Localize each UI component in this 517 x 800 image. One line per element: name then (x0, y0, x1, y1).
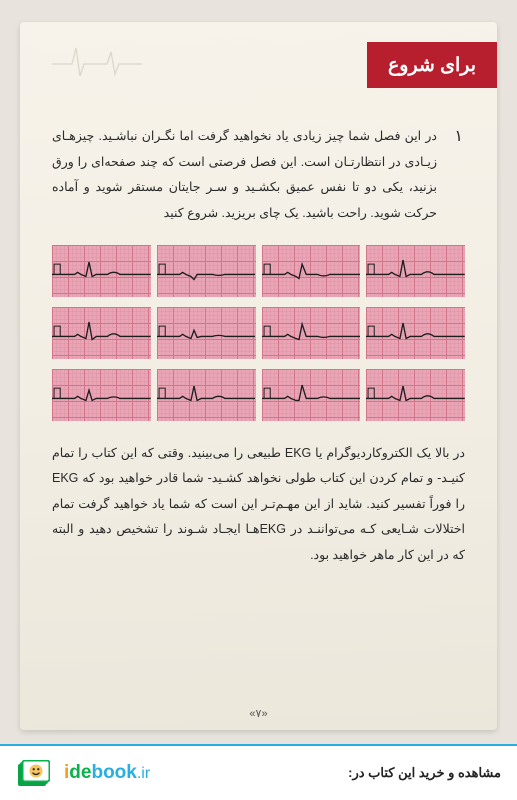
footer-label: مشاهده و خرید این کتاب در: (348, 765, 501, 781)
ekg-trace (262, 369, 361, 421)
ekg-row: IaVRV1V4 (52, 245, 465, 297)
ekg-cell: V1 (262, 245, 361, 297)
chapter-title: برای شروع (388, 54, 476, 77)
ekg-trace (262, 245, 361, 297)
body-paragraph: در بالا یک الکتروکاردیوگرام یا EKG طبیعی… (52, 441, 465, 569)
ekg-cell: II (52, 307, 151, 359)
intro-paragraph: در این فصل شما چیز زیادی یاد نخواهید گرف… (52, 124, 437, 227)
ekg-trace (366, 307, 465, 359)
ekg-cell: V2 (262, 307, 361, 359)
site-footer-bar: idebook.ir مشاهده و خرید این کتاب در: (0, 744, 517, 800)
ekg-cell: V4 (366, 245, 465, 297)
site-logo-text[interactable]: idebook.ir (64, 762, 150, 784)
ekg-trace (157, 307, 256, 359)
ekg-grid: IaVRV1V4IIaVLV2V5IIIaVFV3V6 (52, 245, 465, 421)
ekg-trace (52, 369, 151, 421)
page-number: «۷» (20, 707, 497, 720)
book-icon (16, 756, 56, 790)
ekg-trace (262, 307, 361, 359)
ekg-trace (52, 307, 151, 359)
chapter-number: ۱ (454, 126, 463, 146)
header-wave-decor (52, 34, 142, 89)
ekg-cell: V6 (366, 369, 465, 421)
chapter-title-tab: برای شروع (367, 42, 497, 88)
ekg-trace (366, 245, 465, 297)
logo-de: de (69, 762, 91, 783)
ekg-trace (157, 245, 256, 297)
ekg-cell: aVR (157, 245, 256, 297)
ekg-row: IIIaVFV3V6 (52, 369, 465, 421)
book-page: برای شروع ۱ در این فصل شما چیز زیادی یاد… (20, 22, 497, 730)
ekg-trace (157, 369, 256, 421)
ekg-cell: I (52, 245, 151, 297)
ekg-cell: aVL (157, 307, 256, 359)
logo-book-text: book (91, 762, 136, 783)
ekg-trace (366, 369, 465, 421)
ekg-cell: III (52, 369, 151, 421)
logo-ir: .ir (137, 765, 150, 782)
ekg-cell: aVF (157, 369, 256, 421)
ekg-cell: V3 (262, 369, 361, 421)
ekg-cell: V5 (366, 307, 465, 359)
ekg-trace (52, 245, 151, 297)
ekg-row: IIaVLV2V5 (52, 307, 465, 359)
